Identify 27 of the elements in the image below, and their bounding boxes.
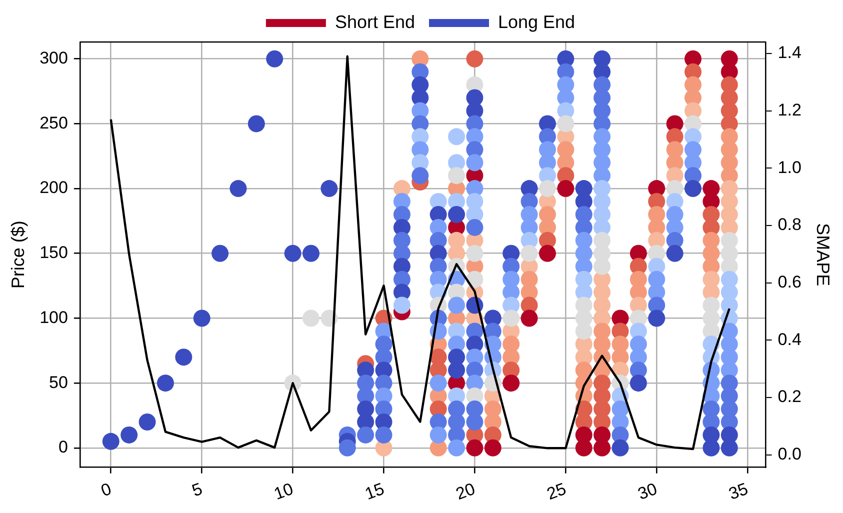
x-tick-label: 35 — [726, 479, 751, 504]
y-tick-label: 250 — [40, 113, 68, 132]
y2-tick-label: 1.2 — [778, 100, 802, 120]
y2-tick-label: 1.4 — [778, 43, 802, 62]
x-tick-label: 0 — [98, 479, 114, 500]
y-tick-label: 300 — [40, 48, 68, 68]
x-tick-label: 15 — [362, 479, 387, 504]
y2-tick-label: 0.0 — [778, 444, 802, 464]
y2-tick-label: 0.4 — [778, 330, 802, 349]
y-tick-label: 0 — [58, 438, 68, 457]
x-tick-label: 25 — [544, 479, 569, 504]
x-tick-label: 5 — [189, 479, 205, 500]
y-tick-label: 200 — [40, 178, 68, 198]
y2-axis-title: SMAPE — [813, 223, 834, 286]
y2-tick-label: 1.0 — [778, 158, 802, 177]
x-tick-label: 20 — [453, 479, 478, 504]
legend-label: Short End — [334, 12, 415, 32]
x-tick-label: 30 — [635, 479, 660, 504]
y-axis-title: Price ($) — [8, 220, 28, 289]
y-tick-label: 50 — [49, 372, 68, 392]
x-tick-label: 10 — [272, 479, 296, 504]
legend-label: Long End — [498, 12, 576, 32]
y-tick-label: 150 — [40, 243, 68, 262]
y-tick-label: 100 — [40, 308, 68, 327]
y2-tick-label: 0.8 — [778, 215, 802, 234]
y2-tick-label: 0.2 — [778, 387, 802, 406]
y2-tick-label: 0.6 — [778, 272, 802, 292]
